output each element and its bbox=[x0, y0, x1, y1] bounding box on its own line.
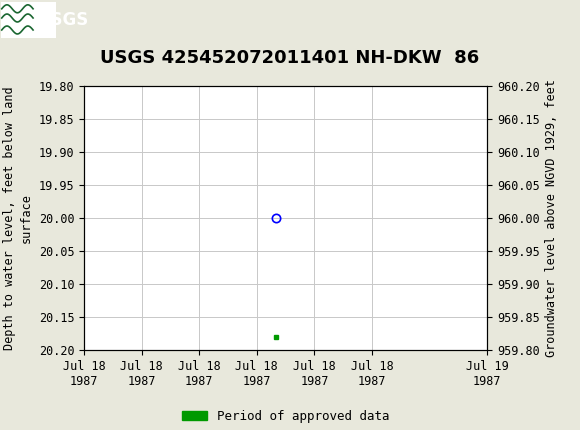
Y-axis label: Depth to water level, feet below land
surface: Depth to water level, feet below land su… bbox=[3, 86, 33, 350]
FancyBboxPatch shape bbox=[1, 2, 56, 38]
Y-axis label: Groundwater level above NGVD 1929, feet: Groundwater level above NGVD 1929, feet bbox=[545, 79, 558, 357]
Text: USGS 425452072011401 NH-DKW  86: USGS 425452072011401 NH-DKW 86 bbox=[100, 49, 480, 67]
Text: USGS: USGS bbox=[38, 11, 89, 29]
Legend: Period of approved data: Period of approved data bbox=[177, 405, 394, 427]
